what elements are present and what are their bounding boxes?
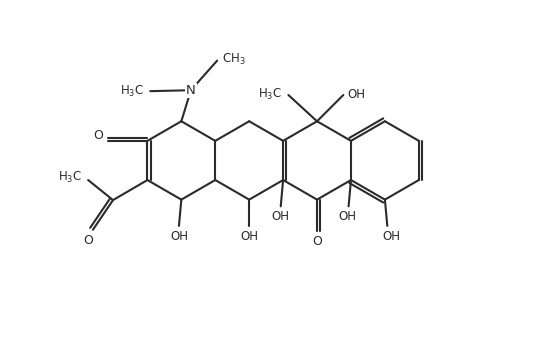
- Text: H$_3$C: H$_3$C: [120, 84, 144, 99]
- Text: OH: OH: [382, 230, 400, 243]
- Text: N: N: [186, 84, 196, 97]
- Text: OH: OH: [339, 210, 357, 223]
- Text: OH: OH: [240, 230, 258, 243]
- Text: OH: OH: [272, 210, 290, 223]
- Text: H$_3$C: H$_3$C: [58, 170, 82, 185]
- Text: OH: OH: [170, 230, 188, 243]
- Text: H$_3$C: H$_3$C: [258, 86, 282, 102]
- Text: O: O: [83, 234, 93, 247]
- Text: OH: OH: [348, 87, 366, 101]
- Text: O: O: [312, 235, 322, 248]
- Text: O: O: [94, 129, 104, 142]
- Text: CH$_3$: CH$_3$: [222, 52, 246, 67]
